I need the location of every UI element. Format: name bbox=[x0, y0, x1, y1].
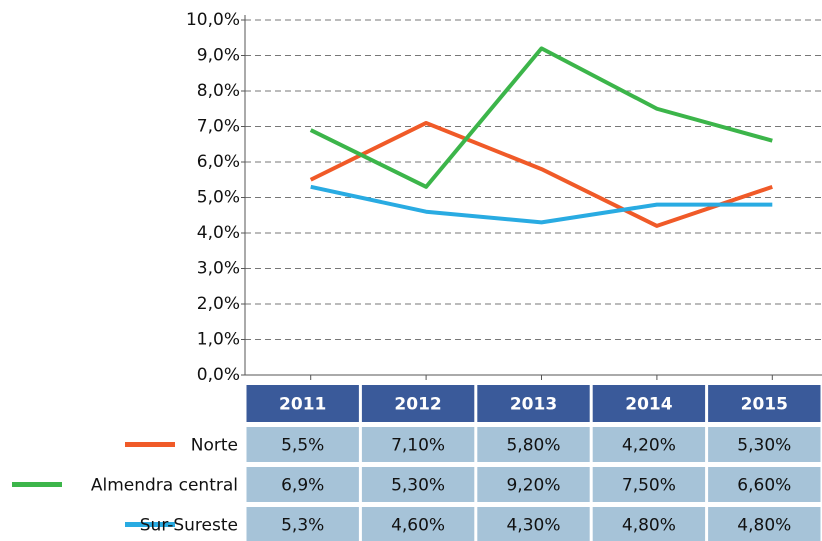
table-cell bbox=[592, 427, 706, 462]
table-cell bbox=[592, 507, 706, 541]
series-line bbox=[309, 120, 773, 228]
table-cell bbox=[592, 467, 706, 502]
table-cell-label: 5,80% bbox=[506, 436, 560, 456]
table-cell-label: 4,20% bbox=[622, 436, 676, 456]
table-cell bbox=[361, 467, 475, 502]
table-cell-label: 7,50% bbox=[622, 476, 676, 496]
y-tick-label: 0,0% bbox=[197, 365, 240, 385]
series-line bbox=[310, 184, 773, 225]
y-tick-label: 5,0% bbox=[197, 188, 240, 208]
series-line bbox=[309, 46, 773, 189]
table-header-cell bbox=[361, 385, 475, 422]
table-cell bbox=[477, 427, 590, 462]
table-cell-label: 6,9% bbox=[281, 476, 324, 496]
y-tick-label: 3,0% bbox=[197, 259, 240, 279]
y-tick-label: 6,0% bbox=[197, 152, 240, 172]
table-header-label: 2011 bbox=[279, 395, 326, 415]
table-header-cell bbox=[708, 385, 821, 422]
table-cell bbox=[246, 427, 359, 462]
table-cell-label: 5,3% bbox=[281, 516, 324, 536]
y-tick-label: 10,0% bbox=[186, 10, 240, 30]
table-cell-label: 4,60% bbox=[391, 516, 445, 536]
table-cell bbox=[708, 427, 821, 462]
table-cell-label: 9,20% bbox=[506, 476, 560, 496]
table-cell-label: 5,5% bbox=[281, 436, 324, 456]
table-cell bbox=[361, 427, 475, 462]
table-cell-label: 4,80% bbox=[737, 516, 791, 536]
legend-label: Norte bbox=[191, 436, 238, 456]
table-cell bbox=[708, 507, 821, 541]
table-header-label: 2012 bbox=[394, 395, 441, 415]
table-cell bbox=[477, 467, 590, 502]
table-cell bbox=[246, 467, 359, 502]
table-cell-label: 4,80% bbox=[622, 516, 676, 536]
legend-label: Sur-Sureste bbox=[140, 516, 238, 536]
table-cell-label: 5,30% bbox=[737, 436, 791, 456]
table-cell-label: 6,60% bbox=[737, 476, 791, 496]
table-cell bbox=[361, 507, 475, 541]
table-header-label: 2015 bbox=[741, 395, 788, 415]
y-tick-label: 1,0% bbox=[197, 330, 240, 350]
table-cell-label: 7,10% bbox=[391, 436, 445, 456]
y-tick-label: 4,0% bbox=[197, 223, 240, 243]
table-header-cell bbox=[477, 385, 590, 422]
table-cell bbox=[246, 507, 359, 541]
y-tick-label: 2,0% bbox=[197, 294, 240, 314]
table-header-cell bbox=[592, 385, 706, 422]
table-cell-label: 4,30% bbox=[506, 516, 560, 536]
table-header-label: 2013 bbox=[510, 395, 557, 415]
table-cell-label: 5,30% bbox=[391, 476, 445, 496]
legend-label: Almendra central bbox=[91, 476, 238, 496]
table-header-label: 2014 bbox=[625, 395, 672, 415]
y-tick-label: 8,0% bbox=[197, 81, 240, 101]
table-cell bbox=[477, 507, 590, 541]
y-tick-label: 7,0% bbox=[197, 117, 240, 137]
table-cell bbox=[708, 467, 821, 502]
table-header-cell bbox=[246, 385, 359, 422]
y-tick-label: 9,0% bbox=[197, 46, 240, 66]
